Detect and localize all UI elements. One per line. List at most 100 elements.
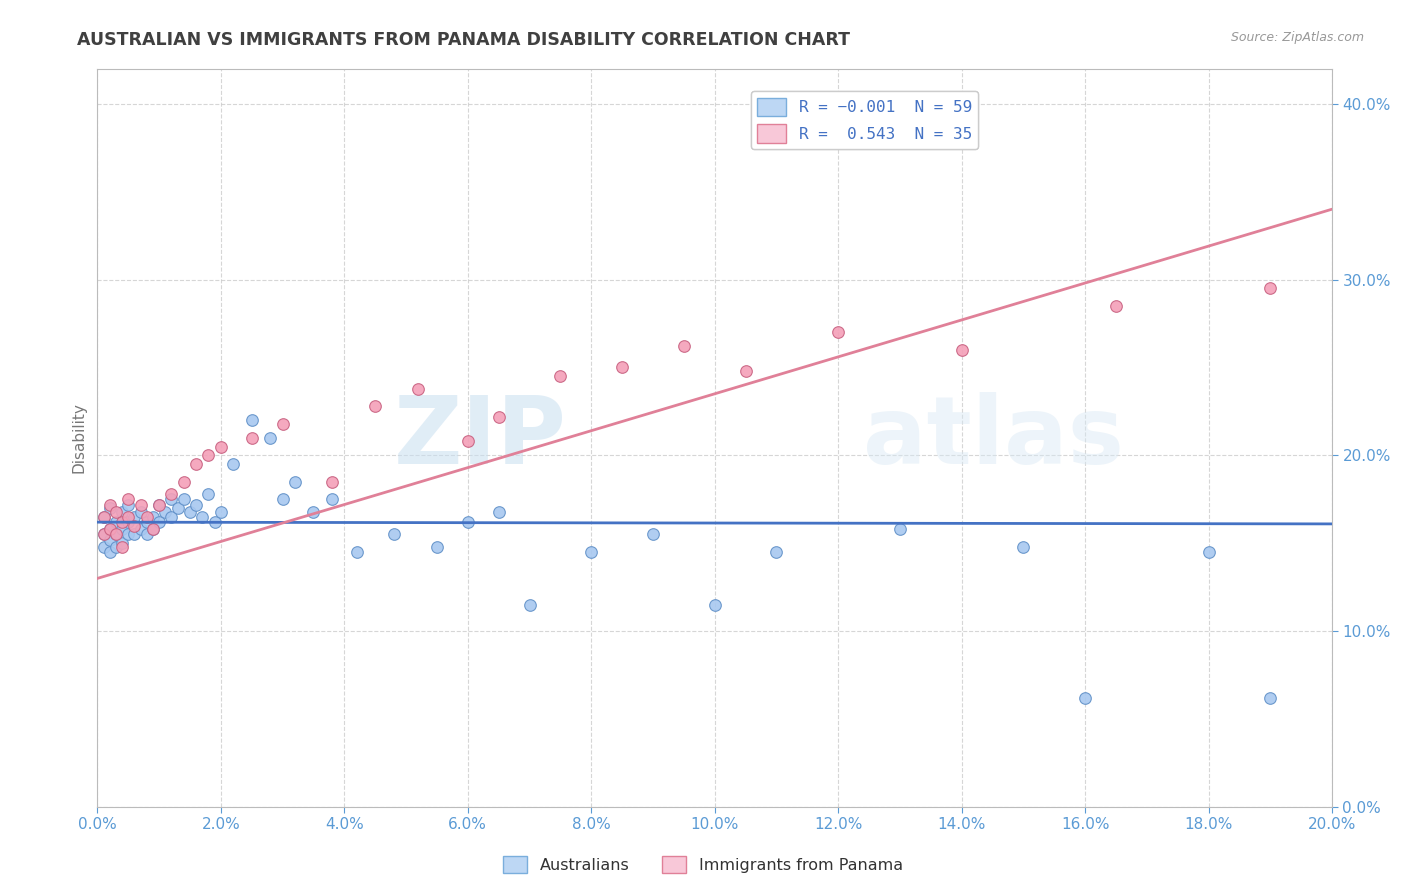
Point	[111, 536, 134, 550]
Point	[197, 487, 219, 501]
Point	[160, 509, 183, 524]
Point	[641, 527, 664, 541]
Legend: Australians, Immigrants from Panama: Australians, Immigrants from Panama	[496, 849, 910, 880]
Point	[93, 509, 115, 524]
Point	[98, 498, 121, 512]
Point	[581, 545, 603, 559]
Point	[889, 522, 911, 536]
Point	[104, 527, 127, 541]
Point	[734, 364, 756, 378]
Point	[166, 501, 188, 516]
Point	[457, 434, 479, 449]
Point	[1260, 281, 1282, 295]
Point	[135, 509, 157, 524]
Point	[142, 509, 165, 524]
Point	[1260, 690, 1282, 705]
Point	[184, 498, 207, 512]
Point	[209, 505, 232, 519]
Point	[142, 522, 165, 536]
Point	[610, 360, 633, 375]
Point	[148, 498, 170, 512]
Point	[364, 399, 387, 413]
Text: atlas: atlas	[863, 392, 1123, 483]
Point	[148, 498, 170, 512]
Point	[124, 518, 146, 533]
Point	[426, 540, 449, 554]
Point	[93, 509, 115, 524]
Point	[550, 369, 572, 384]
Point	[98, 501, 121, 516]
Point	[98, 533, 121, 547]
Point	[209, 440, 232, 454]
Point	[765, 545, 787, 559]
Point	[93, 527, 115, 541]
Point	[197, 448, 219, 462]
Point	[827, 325, 849, 339]
Point	[111, 522, 134, 536]
Point	[240, 413, 263, 427]
Point	[98, 522, 121, 536]
Point	[160, 487, 183, 501]
Point	[111, 540, 134, 554]
Point	[408, 382, 430, 396]
Point	[124, 509, 146, 524]
Text: ZIP: ZIP	[394, 392, 567, 483]
Point	[382, 527, 405, 541]
Point	[98, 545, 121, 559]
Point	[173, 492, 195, 507]
Point	[1198, 545, 1220, 559]
Point	[135, 527, 157, 541]
Point	[117, 515, 139, 529]
Point	[1012, 540, 1035, 554]
Point	[271, 417, 294, 431]
Point	[488, 505, 510, 519]
Point	[1105, 299, 1128, 313]
Point	[271, 492, 294, 507]
Point	[93, 527, 115, 541]
Point	[148, 515, 170, 529]
Point	[104, 505, 127, 519]
Point	[457, 515, 479, 529]
Point	[321, 475, 343, 489]
Point	[284, 475, 307, 489]
Point	[124, 527, 146, 541]
Point	[488, 409, 510, 424]
Point	[519, 598, 541, 612]
Point	[117, 498, 139, 512]
Point	[240, 431, 263, 445]
Point	[104, 540, 127, 554]
Legend: R = −0.001  N = 59, R =  0.543  N = 35: R = −0.001 N = 59, R = 0.543 N = 35	[751, 91, 979, 149]
Point	[111, 505, 134, 519]
Point	[129, 498, 152, 512]
Point	[129, 505, 152, 519]
Y-axis label: Disability: Disability	[72, 402, 86, 473]
Point	[1074, 690, 1097, 705]
Point	[321, 492, 343, 507]
Point	[672, 339, 695, 353]
Point	[160, 492, 183, 507]
Point	[111, 515, 134, 529]
Point	[117, 492, 139, 507]
Point	[204, 515, 226, 529]
Point	[93, 540, 115, 554]
Point	[117, 527, 139, 541]
Point	[155, 505, 177, 519]
Text: AUSTRALIAN VS IMMIGRANTS FROM PANAMA DISABILITY CORRELATION CHART: AUSTRALIAN VS IMMIGRANTS FROM PANAMA DIS…	[77, 31, 851, 49]
Point	[346, 545, 368, 559]
Point	[117, 509, 139, 524]
Point	[179, 505, 201, 519]
Point	[191, 509, 214, 524]
Point	[142, 522, 165, 536]
Point	[302, 505, 325, 519]
Point	[129, 522, 152, 536]
Point	[222, 457, 245, 471]
Point	[950, 343, 973, 357]
Text: Source: ZipAtlas.com: Source: ZipAtlas.com	[1230, 31, 1364, 45]
Point	[104, 515, 127, 529]
Point	[104, 527, 127, 541]
Point	[703, 598, 725, 612]
Point	[173, 475, 195, 489]
Point	[98, 522, 121, 536]
Point	[259, 431, 281, 445]
Point	[184, 457, 207, 471]
